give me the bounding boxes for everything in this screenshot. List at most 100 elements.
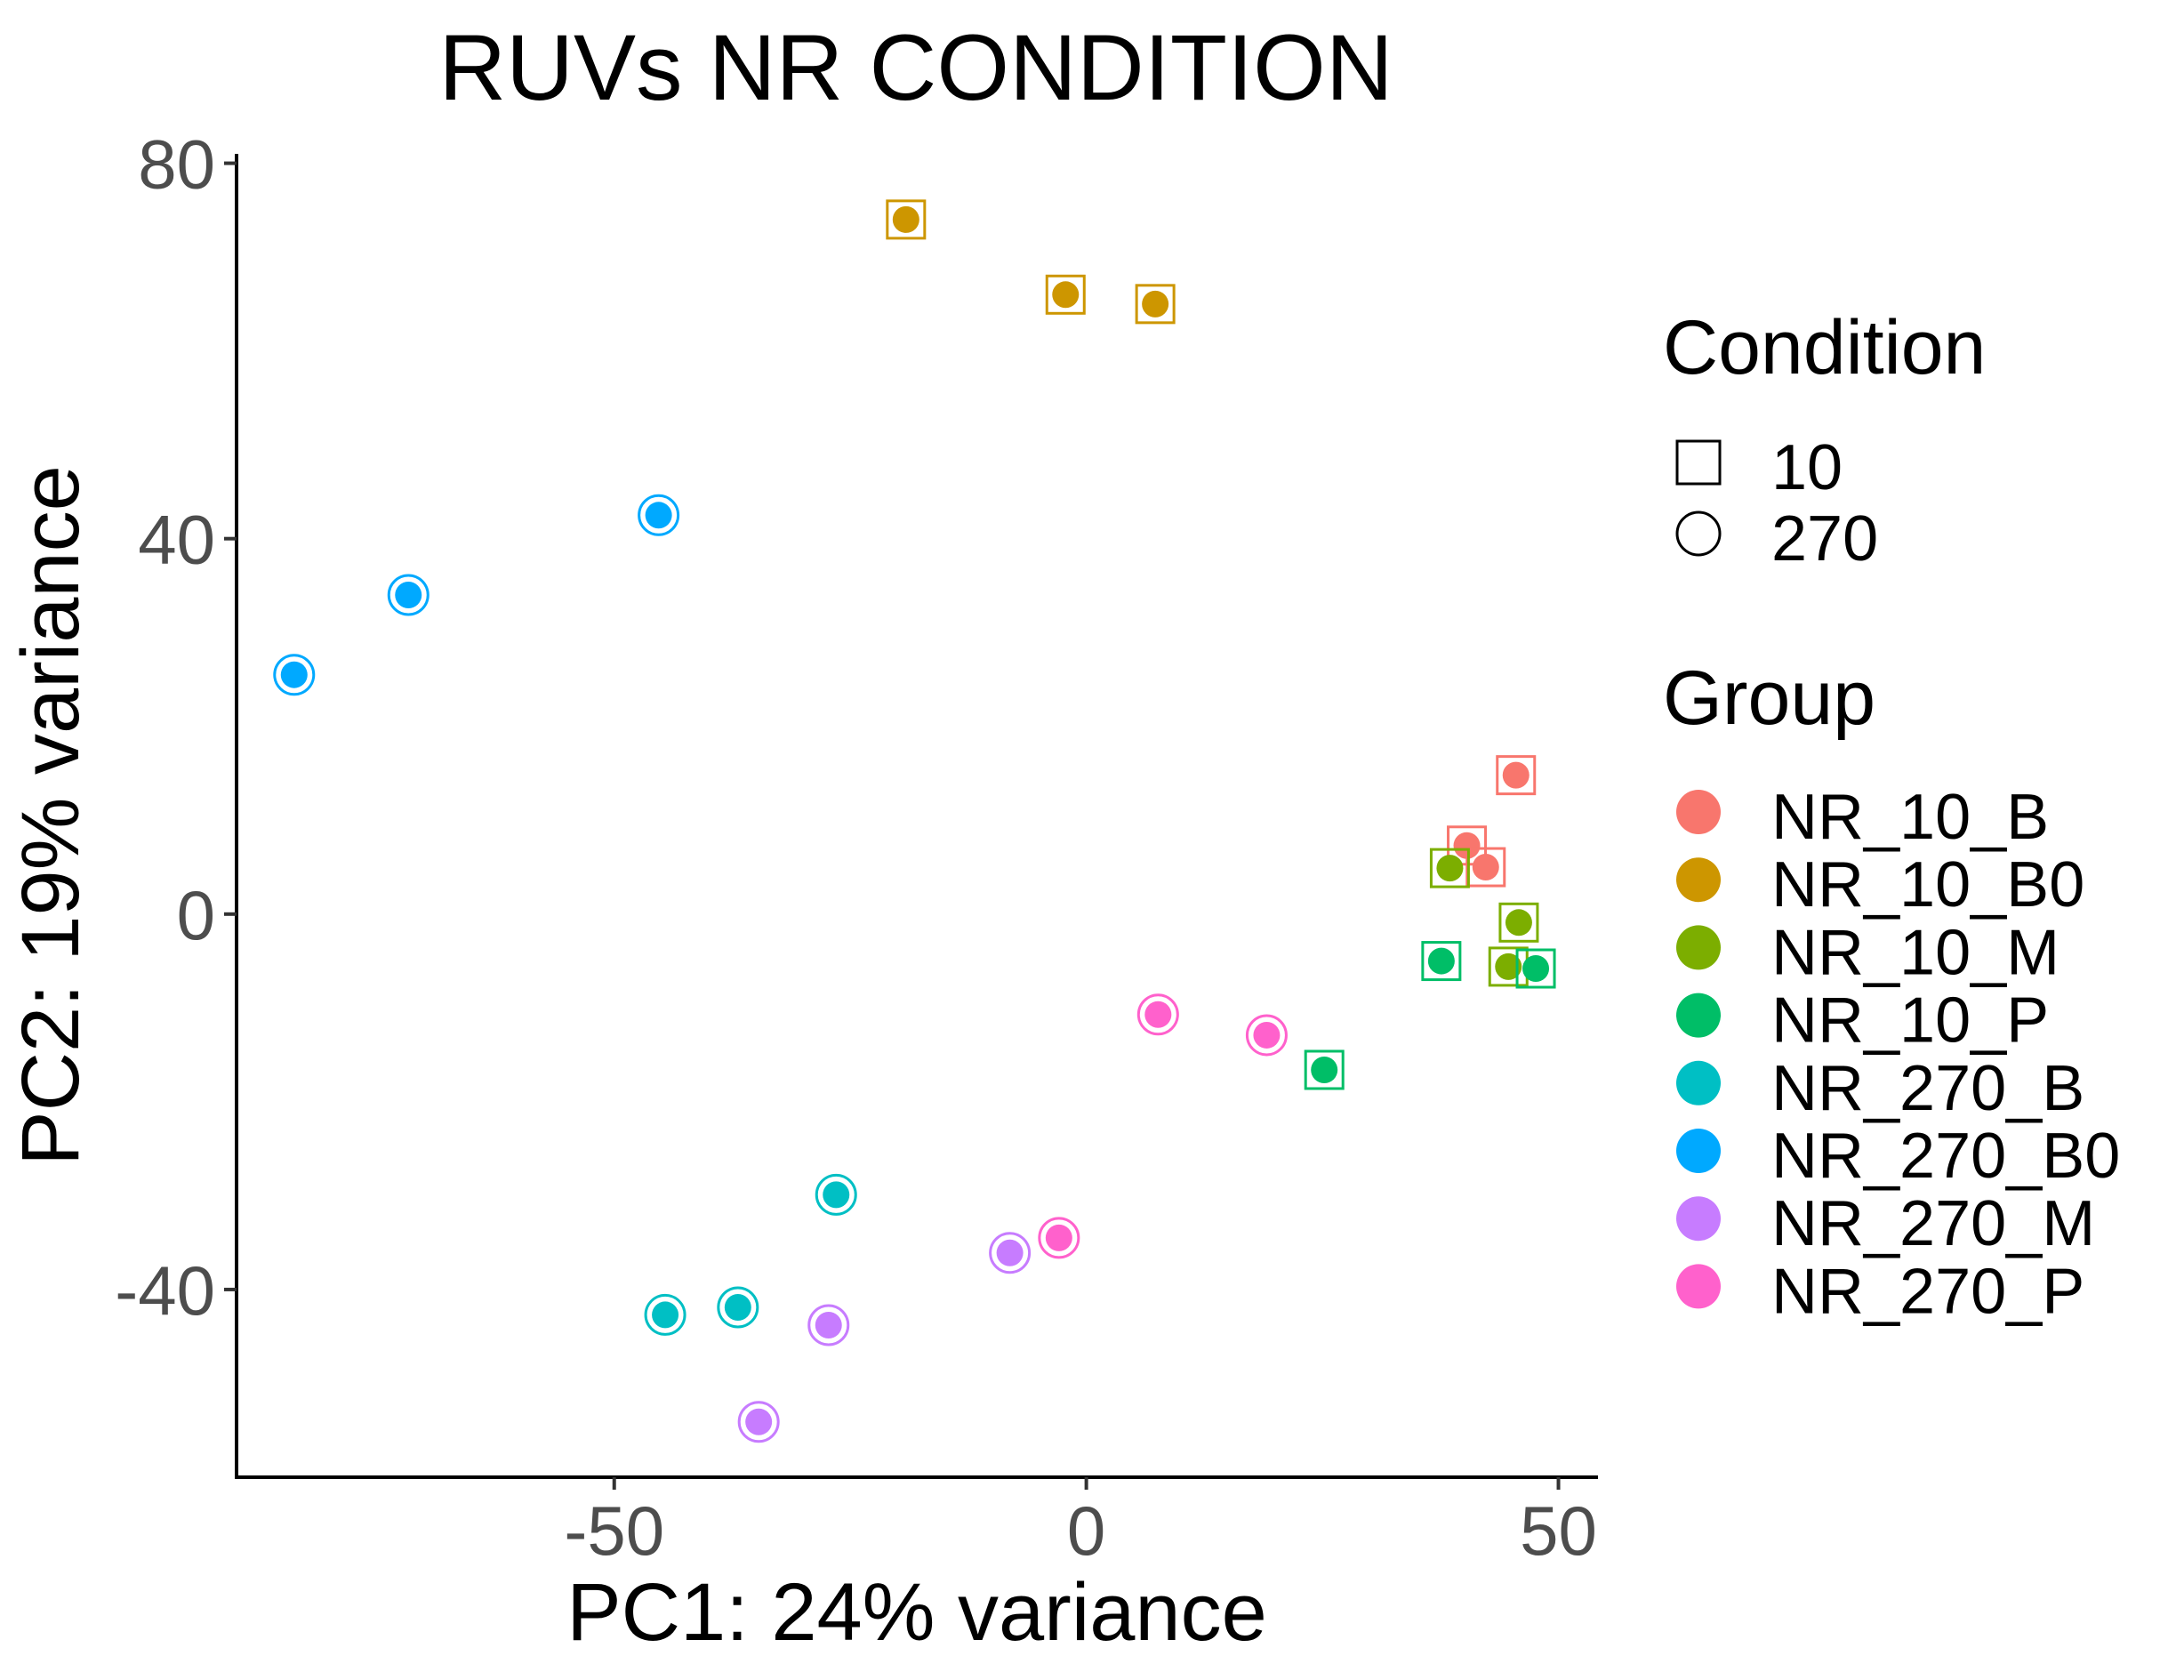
chart-title: RUVs NR CONDITION [438, 16, 1393, 120]
legend-group-label: NR_10_M [1771, 917, 2060, 988]
legend-group-label: NR_270_B [1771, 1053, 2084, 1124]
data-point [1136, 993, 1179, 1036]
legend-group-label: NR_10_B0 [1771, 849, 2084, 920]
data-point [1488, 946, 1529, 987]
condition-circle-marker [273, 654, 316, 696]
data-point [1045, 274, 1086, 315]
group-dot-marker [815, 1312, 842, 1339]
legend-group-swatch [1676, 1264, 1721, 1309]
legend-group-swatch [1676, 790, 1721, 834]
x-axis-label: PC1: 24% variance [566, 1567, 1267, 1658]
data-point [1245, 1014, 1288, 1057]
y-tick-label: 40 [138, 501, 215, 579]
condition-circle-marker [807, 1304, 850, 1346]
condition-square-marker [1465, 847, 1506, 888]
legend-group-swatch [1676, 925, 1721, 970]
condition-circle-marker [1136, 993, 1179, 1036]
group-dot-marker [1505, 909, 1532, 936]
condition-circle-marker [1245, 1014, 1288, 1057]
data-point [807, 1304, 850, 1346]
group-dot-marker [823, 1181, 850, 1209]
legend-group-title: Group [1663, 655, 1875, 741]
data-point [1498, 902, 1539, 943]
data-points [273, 199, 1556, 1443]
group-dot-marker [1052, 281, 1080, 309]
legend-condition-title: Condition [1663, 305, 1986, 390]
data-point [1304, 1049, 1345, 1090]
x-tick-label: 0 [1067, 1491, 1105, 1570]
data-point [387, 574, 430, 616]
data-point [886, 199, 927, 240]
group-dot-marker [1311, 1056, 1338, 1083]
group-dot-marker [1436, 855, 1464, 882]
condition-square-marker [1045, 274, 1086, 315]
legend-square-icon [1675, 439, 1722, 486]
legend-group-label: NR_10_P [1771, 985, 2049, 1057]
legend-group-label: NR_270_B0 [1771, 1121, 2120, 1192]
y-axis-label: PC2: 19% variance [5, 465, 96, 1166]
legend-group-swatch [1676, 1129, 1721, 1173]
condition-square-marker [1421, 941, 1462, 982]
condition-square-marker [1304, 1049, 1345, 1090]
condition-circle-marker [737, 1401, 780, 1443]
group-dot-marker [892, 205, 919, 233]
group-dot-marker [1453, 832, 1481, 859]
group-dot-marker [652, 1301, 679, 1329]
condition-circle-marker [815, 1173, 857, 1216]
condition-square-marker [1498, 902, 1539, 943]
data-point [1496, 755, 1537, 796]
plot-area: -40 0 40 80 -50 0 50 [115, 125, 1598, 1570]
data-point [1465, 847, 1506, 888]
legend-circle-icon [1675, 510, 1722, 557]
x-ticks: -50 0 50 [564, 1477, 1597, 1570]
data-point [1135, 284, 1176, 325]
data-point [1038, 1217, 1080, 1259]
group-dot-marker [1522, 955, 1550, 983]
group-dot-marker [645, 502, 672, 529]
group-dot-marker [1045, 1224, 1072, 1251]
data-point [638, 494, 680, 536]
legend-condition-label: 270 [1771, 503, 1878, 575]
condition-circle-marker [1038, 1217, 1080, 1259]
group-dot-marker [1142, 290, 1169, 318]
data-point [644, 1293, 687, 1336]
legend-group-label: NR_270_P [1771, 1256, 2084, 1327]
group-dot-marker [395, 582, 422, 608]
data-point [1515, 948, 1556, 989]
condition-circle-marker [644, 1293, 687, 1336]
group-dot-marker [745, 1408, 773, 1435]
condition-square-marker [1429, 848, 1470, 888]
data-point [1429, 848, 1470, 888]
condition-circle-marker [638, 494, 680, 536]
legend-group-label: NR_10_B [1771, 782, 2049, 853]
condition-square-marker [1496, 755, 1537, 796]
group-dot-marker [1427, 947, 1455, 975]
y-tick-label: 0 [177, 876, 215, 954]
data-point [737, 1401, 780, 1443]
x-tick-label: -50 [564, 1491, 664, 1570]
legend-group-swatch [1676, 1060, 1721, 1105]
data-point [989, 1232, 1032, 1274]
condition-square-marker [1135, 284, 1176, 325]
y-tick-label: 80 [138, 125, 215, 204]
x-tick-label: 50 [1520, 1491, 1597, 1570]
data-point [717, 1286, 759, 1329]
condition-circle-marker [387, 574, 430, 616]
condition-circle-marker [717, 1286, 759, 1329]
group-dot-marker [280, 661, 308, 688]
y-ticks: -40 0 40 80 [115, 125, 237, 1330]
group-dot-marker [996, 1239, 1024, 1266]
data-point [273, 654, 316, 696]
legend-group-label: NR_270_M [1771, 1188, 2095, 1259]
group-dot-marker [1502, 761, 1530, 789]
legend-group-swatch [1676, 857, 1721, 903]
group-dot-marker [1253, 1021, 1281, 1049]
condition-square-marker [1515, 948, 1556, 989]
data-point [1421, 941, 1462, 982]
condition-square-marker [886, 199, 927, 240]
legend-group-items: NR_10_BNR_10_B0NR_10_MNR_10_PNR_270_BNR_… [1676, 782, 2120, 1327]
group-dot-marker [724, 1293, 751, 1321]
